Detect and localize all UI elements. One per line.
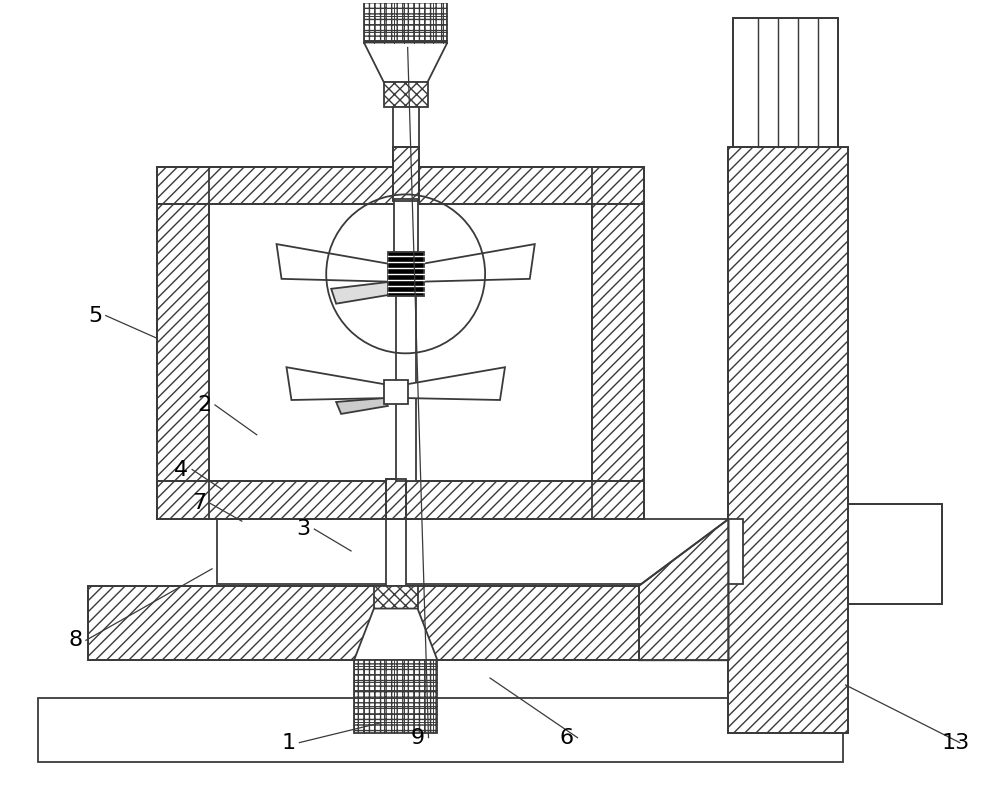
Bar <box>157 482 644 519</box>
Bar <box>386 479 406 519</box>
Bar <box>848 504 942 603</box>
Bar <box>354 660 437 733</box>
Bar <box>386 479 406 519</box>
Bar <box>157 166 644 519</box>
Bar <box>88 586 639 660</box>
Text: 9: 9 <box>411 728 425 748</box>
Polygon shape <box>364 42 447 82</box>
Text: 7: 7 <box>192 494 206 514</box>
Bar <box>384 82 428 107</box>
Bar <box>592 166 644 519</box>
Polygon shape <box>336 398 388 414</box>
Bar <box>157 166 209 519</box>
Text: 6: 6 <box>560 728 574 748</box>
Bar <box>592 166 644 519</box>
Polygon shape <box>286 367 388 400</box>
Bar <box>384 380 408 404</box>
Bar <box>728 146 848 733</box>
Bar <box>393 107 419 146</box>
Bar <box>157 166 209 519</box>
Bar <box>733 18 838 146</box>
Bar <box>38 698 843 762</box>
Bar <box>157 482 644 519</box>
Polygon shape <box>639 519 728 660</box>
Polygon shape <box>354 609 437 660</box>
Bar <box>396 273 416 482</box>
Bar <box>393 146 419 202</box>
Bar <box>374 586 418 609</box>
Text: 13: 13 <box>942 733 970 753</box>
Text: 8: 8 <box>68 630 82 650</box>
Text: 4: 4 <box>174 459 188 479</box>
Polygon shape <box>277 244 396 282</box>
Text: 1: 1 <box>282 733 296 753</box>
Bar <box>848 504 942 603</box>
Bar <box>157 166 644 204</box>
Polygon shape <box>416 244 535 282</box>
Bar <box>733 18 838 146</box>
Bar <box>394 199 418 271</box>
Bar <box>217 519 743 584</box>
Bar <box>364 0 447 42</box>
Text: 2: 2 <box>197 395 211 415</box>
Text: 5: 5 <box>88 306 102 326</box>
Bar <box>209 204 592 482</box>
Bar <box>386 519 406 586</box>
Text: 3: 3 <box>296 519 311 539</box>
Bar <box>728 146 848 733</box>
Bar <box>157 166 644 204</box>
Polygon shape <box>331 282 396 304</box>
Polygon shape <box>404 367 505 400</box>
Bar <box>88 586 639 660</box>
Bar <box>393 146 419 202</box>
Bar <box>388 252 424 296</box>
